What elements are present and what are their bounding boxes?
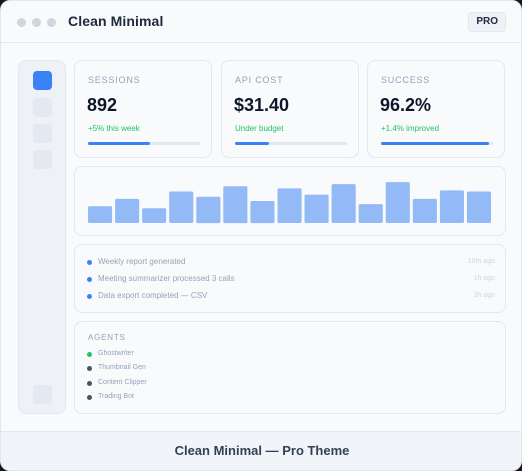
agent-name: Trading Bot (98, 393, 134, 400)
agent-name: Thumbnail Gen (98, 364, 146, 371)
agents-panel: AGENTS Ghostwriter Thumbnail Gen Content… (74, 321, 506, 414)
activity-dot-icon (87, 277, 92, 282)
sidebar-item-3[interactable] (33, 124, 52, 143)
stat-card-success: SUCCESS 96.2% +1.4% improved (367, 60, 505, 158)
status-dot-icon (87, 381, 92, 386)
stat-card-api-cost: API COST $31.40 Under budget (221, 60, 359, 158)
window-maximize-button[interactable] (47, 18, 56, 27)
stat-subtext: +1.4% improved (381, 124, 440, 133)
chart-bar (304, 194, 329, 223)
sidebar-item-4[interactable] (33, 150, 52, 169)
title-bar: Clean Minimal PRO (1, 1, 521, 43)
activity-time: 1h ago (473, 275, 495, 282)
activity-item[interactable]: Meeting summarizer processed 3 calls 1h … (87, 274, 495, 286)
chart-bar (385, 182, 410, 223)
activity-feed: Weekly report generated 10m ago Meeting … (74, 244, 506, 313)
agents-title: AGENTS (88, 333, 126, 342)
stat-value: 892 (87, 95, 118, 115)
footer-title: Clean Minimal — Pro Theme (1, 431, 521, 470)
activity-item[interactable]: Weekly report generated 10m ago (87, 257, 495, 269)
chart-bar (223, 186, 248, 224)
progress-fill (235, 142, 269, 145)
status-dot-icon (87, 352, 92, 357)
activity-dot-icon (87, 260, 92, 265)
pro-badge: PRO (468, 12, 506, 32)
bar-chart-svg (88, 182, 491, 224)
stat-label: API COST (235, 75, 284, 85)
status-dot-icon (87, 366, 92, 371)
window-close-button[interactable] (17, 18, 26, 27)
activity-text: Meeting summarizer processed 3 calls (98, 274, 235, 283)
progress-track (235, 142, 347, 145)
stat-value: 96.2% (380, 95, 432, 115)
chart-bar (142, 208, 167, 223)
stat-subtext: Under budget (235, 124, 284, 133)
activity-time: 10m ago (467, 258, 495, 265)
status-dot-icon (87, 395, 92, 400)
stat-label: SUCCESS (381, 75, 431, 85)
sidebar-item-1[interactable] (33, 71, 52, 90)
chart-bar (277, 188, 302, 223)
chart-bar (115, 198, 140, 223)
app-title: Clean Minimal (68, 13, 164, 29)
agent-name: Content Clipper (98, 379, 147, 386)
sidebar-item-bottom[interactable] (33, 385, 52, 404)
sidebar-item-2[interactable] (33, 98, 52, 117)
window-minimize-button[interactable] (32, 18, 41, 27)
chart-bar (250, 201, 275, 224)
progress-track (88, 142, 200, 145)
chart-bar (169, 191, 194, 223)
progress-fill (381, 142, 489, 145)
progress-track (381, 142, 493, 145)
stat-subtext: +5% this week (88, 124, 140, 133)
chart-bar (331, 184, 356, 223)
chart-bar (88, 206, 113, 223)
activity-dot-icon (87, 294, 92, 299)
activity-text: Data export completed — CSV (98, 291, 208, 300)
activity-time: 3h ago (473, 292, 495, 299)
chart-bar (439, 190, 464, 223)
stat-label: SESSIONS (88, 75, 141, 85)
activity-text: Weekly report generated (98, 257, 186, 266)
progress-fill (88, 142, 150, 145)
chart-bar (196, 196, 221, 224)
sidebar (18, 60, 66, 414)
agent-name: Ghostwriter (98, 350, 134, 357)
chart-bar (466, 191, 491, 223)
chart-bar (412, 198, 437, 223)
stat-card-sessions: SESSIONS 892 +5% this week (74, 60, 212, 158)
stat-value: $31.40 (234, 95, 290, 115)
activity-chart (74, 166, 506, 236)
activity-item[interactable]: Data export completed — CSV 3h ago (87, 291, 495, 303)
chart-bar (358, 204, 383, 223)
